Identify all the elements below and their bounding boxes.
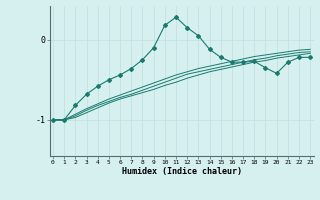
X-axis label: Humidex (Indice chaleur): Humidex (Indice chaleur) (122, 167, 242, 176)
